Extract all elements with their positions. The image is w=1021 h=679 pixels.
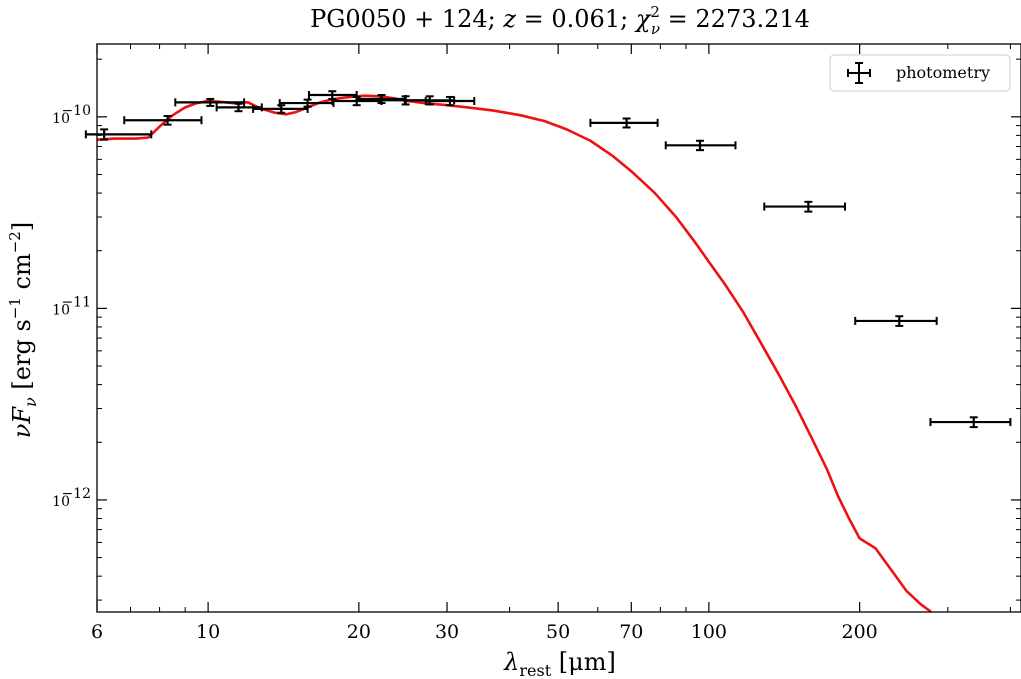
x-tick-label: 30	[435, 621, 459, 643]
y-tick-label: 10	[52, 302, 70, 318]
photometry-point	[929, 416, 1012, 429]
legend-marker-icon	[847, 62, 871, 84]
x-tick-label: 6	[91, 621, 103, 643]
y-tick-exponent: −10	[61, 103, 91, 119]
y-tick-label: 10	[52, 111, 70, 127]
y-tick-exponent: −12	[61, 486, 91, 502]
y-axis-label: νFν [erg s−1 cm−2]	[6, 222, 40, 438]
photometry-point	[123, 115, 203, 126]
x-tick-label: 50	[546, 621, 570, 643]
x-tick-label: 70	[619, 621, 643, 643]
x-tick-label: 10	[196, 621, 220, 643]
photometry-point	[174, 97, 246, 107]
x-tick-label: 200	[842, 621, 878, 643]
y-tick-exponent: −11	[61, 294, 91, 310]
x-tick-label: 20	[347, 621, 371, 643]
points-layer	[84, 90, 1012, 429]
y-tick-label: 10	[52, 494, 70, 510]
photometry-point	[664, 139, 737, 152]
x-axis-label: λrest [μm]	[503, 648, 616, 679]
legend: photometry	[829, 54, 1011, 92]
photometry-point	[854, 315, 938, 327]
chart-title: PG0050 + 124; z = 0.061; χ2 ν = 2273.214	[310, 3, 810, 38]
x-tick-label: 100	[691, 621, 727, 643]
photometry-point	[424, 95, 476, 107]
legend-box	[829, 54, 1011, 92]
photometry-point	[215, 102, 263, 113]
model-curve	[97, 94, 933, 612]
photometry-point	[763, 200, 847, 213]
model-layer	[97, 94, 933, 612]
photometry-point	[589, 117, 659, 129]
legend-label: photometry	[896, 63, 990, 82]
plot-frame	[96, 43, 1021, 613]
